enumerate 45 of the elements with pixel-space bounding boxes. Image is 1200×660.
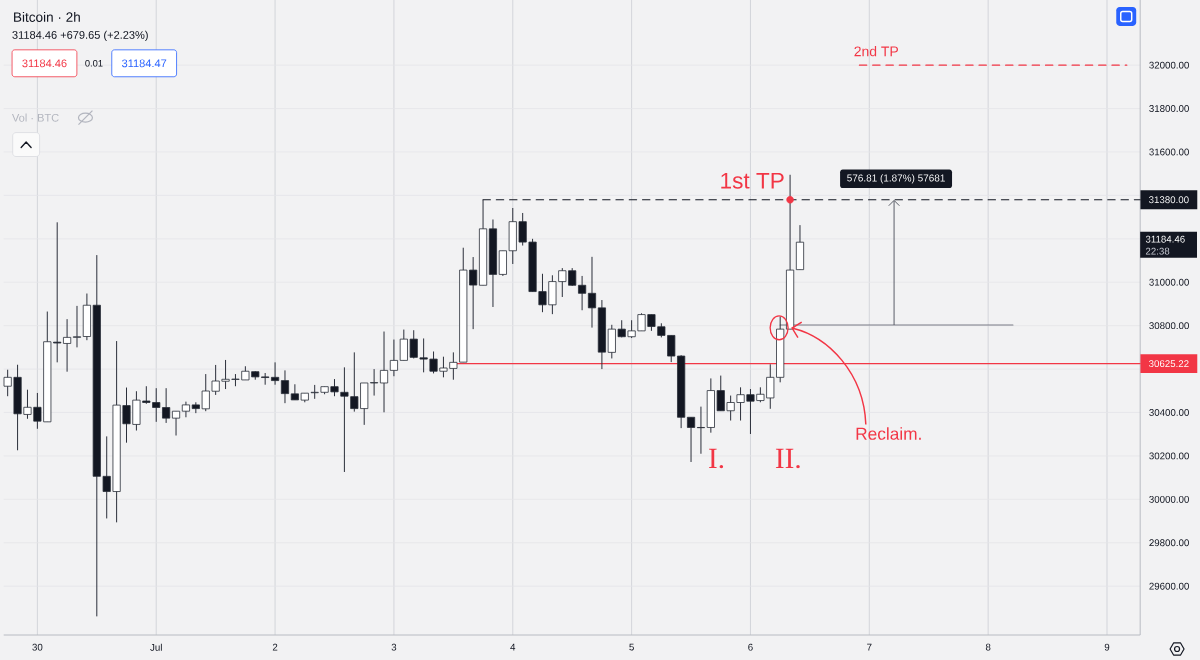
candlestick	[171, 410, 181, 437]
candlestick	[686, 416, 696, 463]
y-tick-label: 29800.00	[1149, 539, 1189, 547]
x-tick-label: 4	[510, 643, 516, 651]
annotation: Reclaim.	[856, 427, 921, 440]
annotation: 1st TP	[721, 172, 784, 189]
candlestick	[696, 406, 706, 455]
annotation: Vol · BTC	[11, 113, 59, 122]
annotation: II.	[775, 448, 800, 469]
x-tick-label: 6	[748, 643, 753, 651]
candlestick	[389, 339, 398, 377]
candlestick	[72, 305, 82, 348]
series-label: 30625.22	[1149, 360, 1189, 368]
y-tick-label: 31600.00	[1149, 148, 1189, 156]
annotation: 2nd TP	[854, 46, 898, 57]
y-tick-label: 29600.00	[1149, 582, 1189, 590]
x-tick-label: 7	[867, 643, 872, 651]
y-tick-label: 31800.00	[1149, 105, 1189, 113]
series-label: 31380.00	[1149, 196, 1189, 204]
y-tick-label: 32000.00	[1149, 61, 1189, 69]
x-tick-label: 3	[391, 643, 397, 651]
text: 31184.46 +679.65 (+2.23%)	[12, 30, 148, 42]
y-tick-label: 31000.00	[1149, 278, 1189, 286]
x-tick-label: 8	[985, 643, 991, 651]
y-tick-label: 30800.00	[1149, 322, 1189, 330]
y-tick-label: 30200.00	[1149, 452, 1189, 460]
annotation: 31184.46	[22, 59, 67, 68]
y-tick-label: 30400.00	[1149, 409, 1189, 416]
annotation: 31184.47	[121, 59, 167, 68]
candlestick	[379, 331, 389, 413]
x-tick-label: Jul	[150, 643, 162, 651]
text: 31184.46	[1145, 235, 1185, 243]
y-tick-label: 30000.00	[1149, 495, 1189, 503]
x-tick-label: 30	[32, 643, 43, 651]
candlestick	[587, 256, 597, 329]
annotation: I.	[709, 448, 724, 469]
candlestick	[271, 361, 280, 386]
x-tick-label: 5	[629, 643, 634, 651]
candlestick	[280, 369, 290, 404]
text: 22:38	[1145, 247, 1170, 255]
text: Bitcoin · 2h	[14, 11, 80, 22]
x-tick-label: 2	[272, 643, 278, 651]
x-tick-label: 9	[1104, 643, 1110, 651]
annotation: 0.01	[85, 60, 103, 67]
annotation: 576.81 (1.87%) 57681	[847, 174, 945, 184]
